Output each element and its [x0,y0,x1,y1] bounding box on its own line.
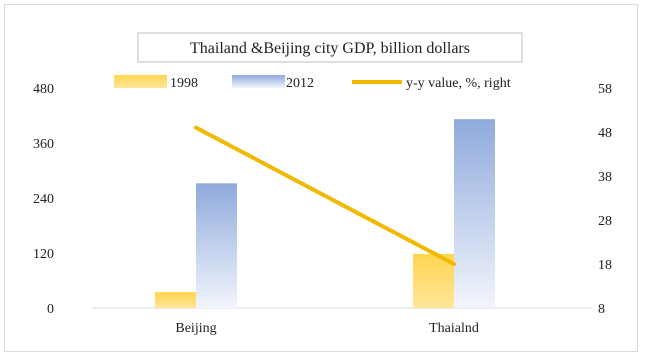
right-tick-label: 8 [598,302,605,317]
right-tick-label: 38 [598,170,612,185]
bar-1998-thaialnd [413,253,454,308]
bars [155,119,495,309]
left-tick-label: 120 [33,247,54,262]
bar-1998-beijing [155,291,196,308]
right-tick-label: 18 [598,258,612,273]
title-box [137,32,523,63]
left-tick-label: 480 [33,82,54,97]
left-tick-label: 240 [33,192,54,207]
legend-label: y-y value, %, right [406,76,511,91]
category-label: Thaialnd [429,321,479,336]
category-label: Beijing [175,321,216,336]
legend-label: 2012 [286,76,314,91]
line-series [194,125,456,266]
left-tick-label: 0 [47,302,54,317]
bar-2012-beijing [196,183,237,308]
legend-swatch-1998 [114,75,167,88]
right-tick-label: 58 [598,82,612,97]
legend-swatch-2012 [232,75,285,88]
right-axis: 8 18 28 38 48 58 [598,82,612,317]
legend: 1998 2012 y-y value, %, right [114,75,511,91]
right-tick-label: 48 [598,126,612,141]
right-tick-label: 28 [598,214,612,229]
left-tick-label: 360 [33,137,54,152]
bar-2012-thaialnd [454,119,495,309]
x-axis: Beijing Thaialnd [175,321,479,336]
legend-label: 1998 [170,76,198,91]
chart-title: Thailand &Beijing city GDP, billion doll… [190,40,470,57]
line-yy-value [194,125,456,266]
left-axis: 0 120 240 360 480 [33,82,54,317]
